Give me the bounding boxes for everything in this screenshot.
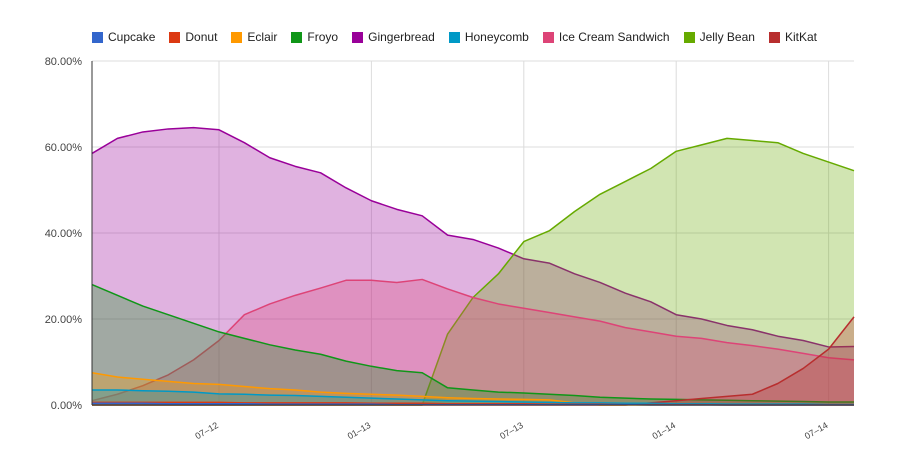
legend-swatch: [683, 31, 695, 43]
series-area-jelly-bean: [92, 138, 854, 405]
legend-item-honeycomb: Honeycomb: [448, 30, 529, 44]
series-area-eclair: [92, 372, 854, 405]
legend-item-jelly-bean: Jelly Bean: [683, 30, 755, 44]
y-tick-label: 80.00%: [45, 56, 83, 68]
x-tick-label: 07–14: [803, 420, 830, 441]
series-area-kitkat: [92, 316, 854, 405]
legend-item-donut: Donut: [169, 30, 217, 44]
series-honeycomb: [92, 389, 854, 406]
legend: Cupcake Donut Eclair Froyo Gingerbread Honeyc…: [92, 30, 817, 44]
series-line-honeycomb: [92, 389, 854, 406]
legend-item-eclair: Eclair: [231, 30, 277, 44]
legend-label: Honeycomb: [464, 30, 529, 44]
series-gingerbread: [91, 126, 855, 406]
legend-swatch: [448, 31, 460, 43]
series-area-honeycomb: [92, 389, 854, 405]
y-tick-label: 60.00%: [45, 142, 83, 154]
legend-label: KitKat: [784, 30, 817, 44]
legend-item-froyo: Froyo: [291, 30, 338, 44]
legend-item-gingerbread: Gingerbread: [352, 30, 435, 44]
legend-label: Donut: [185, 30, 218, 44]
legend-label: Froyo: [307, 30, 339, 44]
series-area-froyo: [92, 284, 854, 405]
series-line-froyo: [91, 283, 854, 403]
x-tick-label: 07–12: [193, 420, 220, 441]
legend-swatch: [768, 31, 780, 43]
y-tick-label: 20.00%: [45, 314, 83, 326]
series-ice-cream-sandwich: [91, 278, 855, 405]
series-line-gingerbread: [91, 126, 855, 348]
legend-swatch: [231, 31, 243, 43]
legend-swatch: [92, 31, 103, 43]
series-line-ice-cream-sandwich: [91, 278, 855, 402]
x-tick-label: 01–13: [346, 420, 373, 441]
x-tick-label: 01–14: [651, 420, 678, 441]
legend-label: Jelly Bean: [699, 30, 755, 44]
series-area-ice-cream-sandwich: [92, 279, 854, 405]
legend-swatch: [169, 31, 181, 43]
legend-swatch: [352, 31, 364, 43]
legend-item-cupcake: Cupcake: [92, 30, 155, 44]
y-tick-label: 0.00%: [51, 400, 82, 412]
legend-label: Eclair: [247, 30, 278, 44]
legend-label: Ice Cream Sandwich: [558, 30, 670, 44]
legend-label: Gingerbread: [368, 30, 435, 44]
legend-label: Cupcake: [108, 30, 156, 44]
y-tick-label: 40.00%: [45, 228, 83, 240]
legend-swatch: [291, 31, 303, 43]
series-area-gingerbread: [92, 127, 854, 406]
series-froyo: [91, 283, 854, 405]
legend-item-kitkat: KitKat: [768, 30, 817, 44]
x-tick-label: 07–13: [498, 420, 525, 441]
legend-item-ice-cream-sandwich: Ice Cream Sandwich: [542, 30, 670, 44]
legend-swatch: [542, 31, 554, 43]
